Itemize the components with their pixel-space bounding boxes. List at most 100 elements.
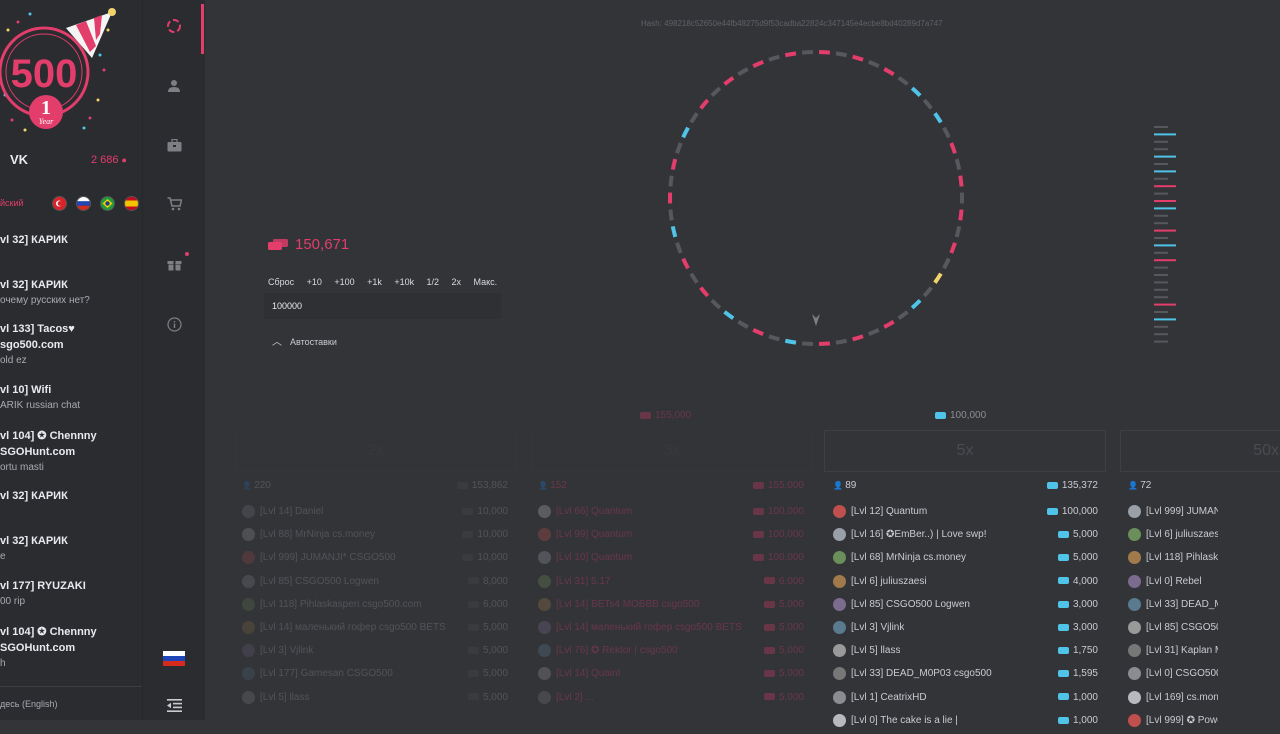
player-name[interactable]: [Lvl 6] juliuszaesi xyxy=(851,576,927,587)
chat-username[interactable]: vl 32] КАРИК xyxy=(0,234,68,246)
turkey-flag-icon[interactable] xyxy=(52,196,67,211)
russia-flag-icon[interactable] xyxy=(163,651,185,666)
spain-flag-icon[interactable] xyxy=(124,196,139,211)
chat-language-note[interactable]: десь (English) xyxy=(0,699,57,709)
player-name[interactable]: [Lvl 33] DEAD_M0P03 csgo500 xyxy=(1146,599,1218,610)
bet-button-2x[interactable]: 2x xyxy=(236,430,516,472)
player-name[interactable]: [Lvl 16] ✪EmBer..) | Love swp! xyxy=(851,529,986,540)
player-name[interactable]: [Lvl 14] маленький гофер csgo500 BETS g xyxy=(260,622,446,633)
wheel-segment xyxy=(836,341,847,343)
chat-text: очему русских нет? xyxy=(0,295,90,306)
coins-icon xyxy=(764,647,775,654)
chat-username[interactable]: vl 177] RYUZAKI xyxy=(0,580,86,592)
chat-username[interactable]: vl 32] КАРИК xyxy=(0,279,90,291)
history-bar xyxy=(1154,148,1168,150)
coins-icon xyxy=(764,601,775,608)
player-name[interactable]: [Lvl 0] Rebel xyxy=(1146,576,1202,587)
chat-username[interactable]: vl 32] КАРИК xyxy=(0,535,68,547)
add-100-button[interactable]: +100 xyxy=(334,277,354,287)
player-name[interactable]: [Lvl 177] Gamesan CSGO500 xyxy=(260,668,393,679)
reset-button[interactable]: Сброс xyxy=(268,277,294,287)
collapse-menu-icon[interactable] xyxy=(164,695,184,715)
csgo500-anniversary-logo[interactable]: 500 1 Year xyxy=(0,0,142,140)
chat-username[interactable]: vl 133] Tacos♥ xyxy=(0,323,75,335)
player-name[interactable]: [Lvl 3] Vjlink xyxy=(851,622,904,633)
bet-amount-input[interactable] xyxy=(264,293,501,319)
player-name[interactable]: [Lvl 118] Pihlaskasperi csgo500 xyxy=(1146,552,1218,563)
player-name[interactable]: [Lvl 169] cs.money xyxy=(1146,692,1218,703)
chat-username[interactable]: vl 104] ✪ Chennny xyxy=(0,429,97,442)
player-name[interactable]: [Lvl 118] Pihlaskasperi csgo500.com xyxy=(260,599,422,610)
cart-icon[interactable] xyxy=(164,194,184,214)
player-name[interactable]: [Lvl 99] Quantum xyxy=(556,529,632,540)
bet-button-3x[interactable]: 3x xyxy=(532,430,812,472)
chat-username[interactable]: vl 32] КАРИК xyxy=(0,490,68,502)
russia-flag-icon[interactable] xyxy=(76,196,91,211)
add-1k-button[interactable]: +1k xyxy=(367,277,382,287)
add-10-button[interactable]: +10 xyxy=(307,277,322,287)
info-icon[interactable] xyxy=(164,314,184,334)
bet-button-5x[interactable]: 5x xyxy=(824,430,1106,472)
player-name[interactable]: [Lvl 85] CSGO500 Logwen xyxy=(260,576,379,587)
player-name[interactable]: [Lvl 88] MrNinja cs.money xyxy=(260,529,375,540)
player-name[interactable]: [Lvl 999] JUMANJI* CSGO500 xyxy=(260,552,396,563)
player-name[interactable]: [Lvl 5] llass xyxy=(851,645,900,656)
player-name[interactable]: [Lvl 0] CSGO500 Farmskins.com xyxy=(1146,668,1218,679)
briefcase-icon[interactable] xyxy=(164,135,184,155)
bet-amount-value: 5,000 xyxy=(1073,529,1098,540)
player-name[interactable]: [Lvl 76] ✪ Rektor | csgo500 xyxy=(556,645,678,656)
max-button[interactable]: Макс. xyxy=(473,277,497,287)
wheel-segment xyxy=(951,243,955,253)
player-name[interactable]: [Lvl 0] The cake is a lie | xyxy=(851,715,958,726)
bet-row: [Lvl 2] ...5,000 xyxy=(538,688,804,711)
avatar xyxy=(1128,505,1141,518)
roulette-icon[interactable] xyxy=(164,16,184,36)
bet-amount: 1,000 xyxy=(1058,715,1098,726)
bet-button-50x[interactable]: 50x xyxy=(1120,430,1280,472)
chat-message: vl 133] Tacos♥ sgo500.com old ez xyxy=(0,323,75,366)
half-button[interactable]: 1/2 xyxy=(427,277,440,287)
current-language[interactable]: йский xyxy=(0,198,24,208)
player-name[interactable]: [Lvl 31] 5.17 xyxy=(556,576,610,587)
player-name[interactable]: [Lvl 2] ... xyxy=(556,692,594,703)
player-name[interactable]: [Lvl 66] Quantum xyxy=(556,506,632,517)
chat-username[interactable]: vl 10] Wifi xyxy=(0,384,80,396)
player-name[interactable]: [Lvl 33] DEAD_M0P03 csgo500 xyxy=(851,668,992,679)
avatar xyxy=(538,598,551,611)
player-name[interactable]: [Lvl 14] Quaint xyxy=(556,668,620,679)
avatar xyxy=(1128,644,1141,657)
gift-icon[interactable] xyxy=(164,254,184,274)
wheel-segment xyxy=(899,312,908,318)
user-icon: 👤 xyxy=(538,481,550,490)
bet-amount: 1,000 xyxy=(1058,692,1098,703)
chat-username[interactable]: vl 104] ✪ Chennny xyxy=(0,625,97,638)
player-name[interactable]: [Lvl 85] CSGO500 Logwen xyxy=(851,599,970,610)
brazil-flag-icon[interactable] xyxy=(100,196,115,211)
player-name[interactable]: [Lvl 14] маленький гофер csgo500 BETS g xyxy=(556,622,742,633)
player-name[interactable]: [Lvl 68] MrNinja cs.money xyxy=(851,552,966,563)
player-name[interactable]: [Lvl 1] CeatrixHD xyxy=(851,692,927,703)
player-name[interactable]: [Lvl 12] Quantum xyxy=(851,506,927,517)
player-name[interactable]: [Lvl 14] BETs4 MOBBB csgo500 xyxy=(556,599,699,610)
player-name[interactable]: [Lvl 6] juliuszaesi xyxy=(1146,529,1218,540)
autobet-toggle[interactable]: ︿Автоставки xyxy=(272,333,337,348)
player-name[interactable]: [Lvl 31] Kaplan Mehdi xyxy=(1146,645,1218,656)
player-name[interactable]: [Lvl 999] JUMANJI* CSGO500 xyxy=(1146,506,1218,517)
user-icon[interactable] xyxy=(164,76,184,96)
chat-username-site: sgo500.com xyxy=(0,339,75,351)
vk-icon[interactable]: VK xyxy=(10,152,28,167)
player-name[interactable]: [Lvl 85] CSGO500 Logwen xyxy=(1146,622,1218,633)
player-name[interactable]: [Lvl 10] Quantum xyxy=(556,552,632,563)
player-name[interactable]: [Lvl 3] Vjlink xyxy=(260,645,313,656)
bet-row: [Lvl 16] ✪EmBer..) | Love swp! 5,000 xyxy=(833,525,1098,548)
add-10k-button[interactable]: +10k xyxy=(394,277,414,287)
player-name[interactable]: [Lvl 999] ✪ PowerS11de csgo500 xyxy=(1146,715,1218,726)
player-name[interactable]: [Lvl 14] Daniel xyxy=(260,506,323,517)
double-button[interactable]: 2x xyxy=(452,277,462,287)
player-name[interactable]: [Lvl 5] llass xyxy=(260,692,309,703)
coins-icon xyxy=(1058,717,1069,724)
